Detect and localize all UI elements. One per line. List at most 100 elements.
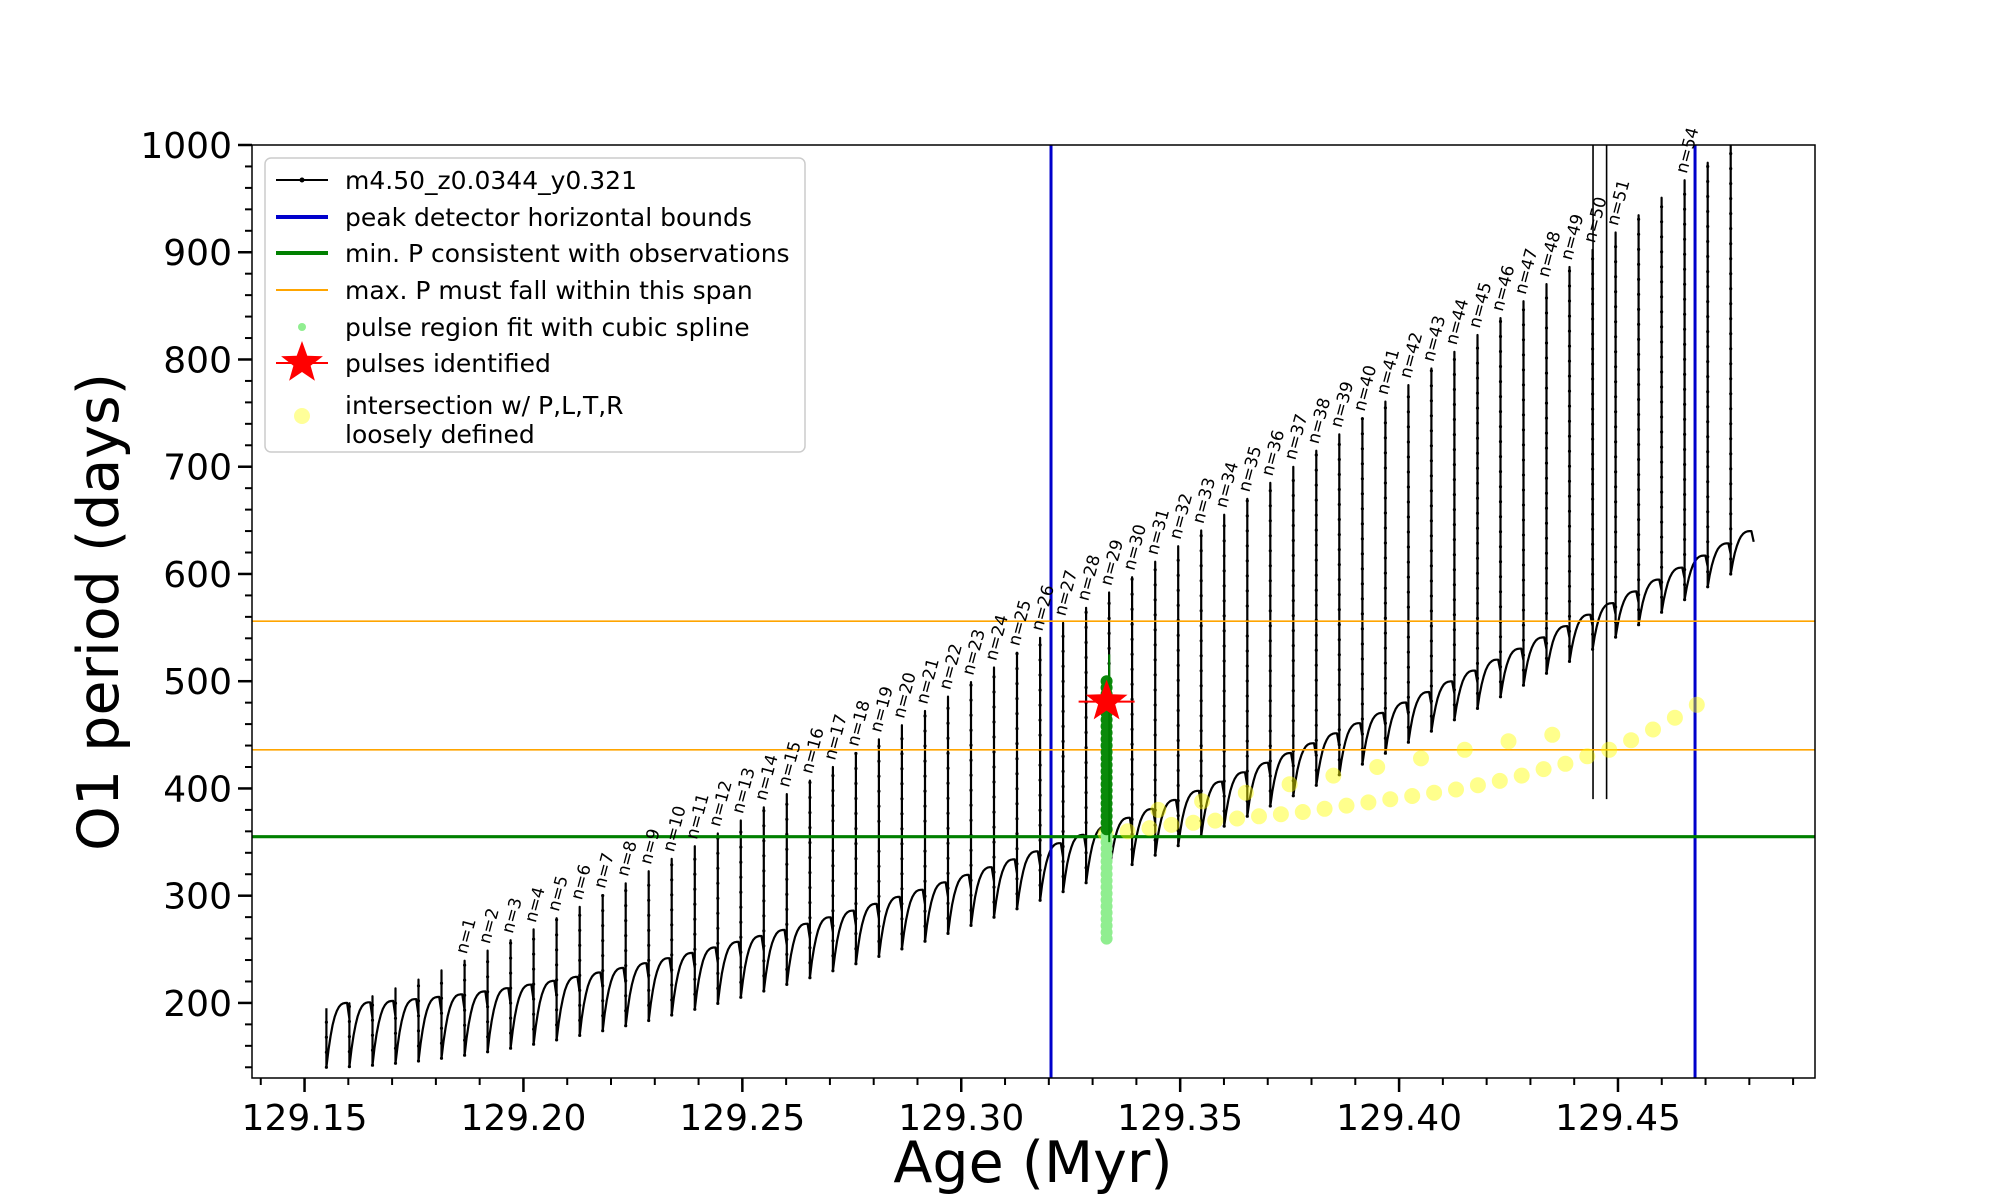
intersection-marker: [1666, 709, 1683, 726]
model-track-point: [877, 954, 881, 959]
model-track-point: [1337, 668, 1341, 672]
model-track-point: [1660, 610, 1664, 614]
model-track-point: [1337, 472, 1341, 477]
model-track-point: [370, 1063, 375, 1067]
model-track-point: [1383, 556, 1387, 560]
model-track-point: [1130, 607, 1134, 611]
model-track-point: [1222, 689, 1226, 693]
model-track-point: [1521, 338, 1526, 342]
model-track-point: [1038, 883, 1042, 887]
model-track-point: [1452, 448, 1456, 452]
model-track-point: [1084, 851, 1088, 855]
model-track-point: [877, 804, 881, 808]
model-track-point: [1038, 658, 1042, 662]
model-track-point: [1452, 718, 1456, 722]
model-track-point: [1498, 635, 1503, 639]
model-track-point: [992, 915, 996, 919]
model-track-point: [1660, 520, 1664, 524]
model-track-point: [716, 851, 720, 855]
model-track-point: [693, 992, 697, 996]
model-track-point: [1337, 563, 1341, 567]
model-track-point: [1130, 862, 1134, 867]
model-track-point: [647, 898, 651, 902]
model-track-point: [1222, 584, 1226, 588]
model-track-point: [693, 932, 697, 936]
intersection-marker: [1185, 814, 1202, 831]
model-track-point: [1475, 361, 1480, 365]
model-track-point: [1475, 496, 1480, 500]
model-track-point: [532, 1042, 536, 1046]
model-track-point: [1199, 579, 1203, 583]
model-track-point: [347, 1004, 351, 1009]
model-track-point: [1567, 644, 1572, 649]
model-track-point: [1567, 269, 1572, 273]
model-track-point: [1015, 802, 1019, 806]
model-track-point: [808, 795, 812, 800]
model-track-point: [1314, 573, 1318, 577]
model-track-point: [1406, 530, 1410, 534]
legend-label: loosely defined: [345, 420, 535, 449]
model-track-point: [1015, 742, 1019, 746]
model-track-point: [624, 949, 628, 953]
model-track-point: [1429, 474, 1433, 478]
model-track-point: [1475, 376, 1480, 380]
model-track-point: [1153, 568, 1157, 572]
model-track-point: [1153, 583, 1157, 587]
model-track-point: [1360, 462, 1364, 466]
model-track-point: [1291, 538, 1295, 543]
model-track-point: [923, 939, 927, 943]
model-track-point: [1544, 461, 1549, 465]
model-track-point: [1291, 599, 1295, 603]
model-track-point: [1567, 539, 1572, 543]
model-track-point: [854, 827, 858, 831]
model-track-point: [969, 743, 973, 747]
model-track-point: [1498, 485, 1503, 489]
x-tick-label: 129.45: [1555, 1098, 1681, 1139]
model-track-point: [1268, 594, 1272, 598]
model-track-point: [1429, 429, 1433, 433]
model-track-point: [969, 848, 973, 852]
model-track-point: [877, 789, 881, 793]
legend-box: [264, 157, 806, 453]
model-track-point: [1084, 670, 1088, 675]
model-track-point: [808, 886, 812, 890]
legend-swatch-dot: [298, 323, 306, 331]
model-track-point: [877, 819, 881, 823]
model-track-point: [693, 962, 697, 966]
model-track-point: [1176, 558, 1180, 562]
model-track-point: [1452, 508, 1456, 512]
model-track-point: [1706, 555, 1710, 559]
model-track-point: [1130, 787, 1134, 792]
model-track-point: [1683, 432, 1687, 436]
model-track-point: [1544, 431, 1549, 435]
model-track-point: [1452, 478, 1456, 482]
model-track-point: [1475, 676, 1480, 681]
model-track-point: [1268, 534, 1272, 538]
model-track-point: [1245, 769, 1249, 773]
model-track-point: [578, 913, 582, 917]
model-track-point: [969, 923, 973, 928]
model-track-point: [601, 939, 605, 943]
model-track-point: [831, 894, 835, 898]
y-tick-label: 600: [163, 555, 232, 596]
model-track-point: [1268, 714, 1272, 718]
model-track-point: [969, 713, 973, 717]
model-track-point: [1153, 688, 1157, 692]
model-track-point: [1614, 605, 1618, 609]
model-track-point: [831, 909, 835, 913]
model-track-point: [1706, 254, 1710, 259]
model-track-point: [1084, 806, 1088, 810]
model-track-point: [1475, 616, 1480, 620]
model-track-point: [1660, 295, 1664, 299]
model-track-point: [1084, 761, 1088, 765]
model-track-point: [877, 894, 881, 898]
model-track-point: [1475, 541, 1480, 545]
model-track-point: [1729, 182, 1733, 186]
model-track-point: [1683, 327, 1687, 331]
model-track-point: [762, 899, 766, 903]
model-track-point: [532, 937, 536, 941]
model-track-point: [463, 1053, 467, 1057]
model-track-point: [969, 908, 973, 912]
model-track-point: [1521, 368, 1526, 372]
model-track-point: [1729, 497, 1733, 501]
